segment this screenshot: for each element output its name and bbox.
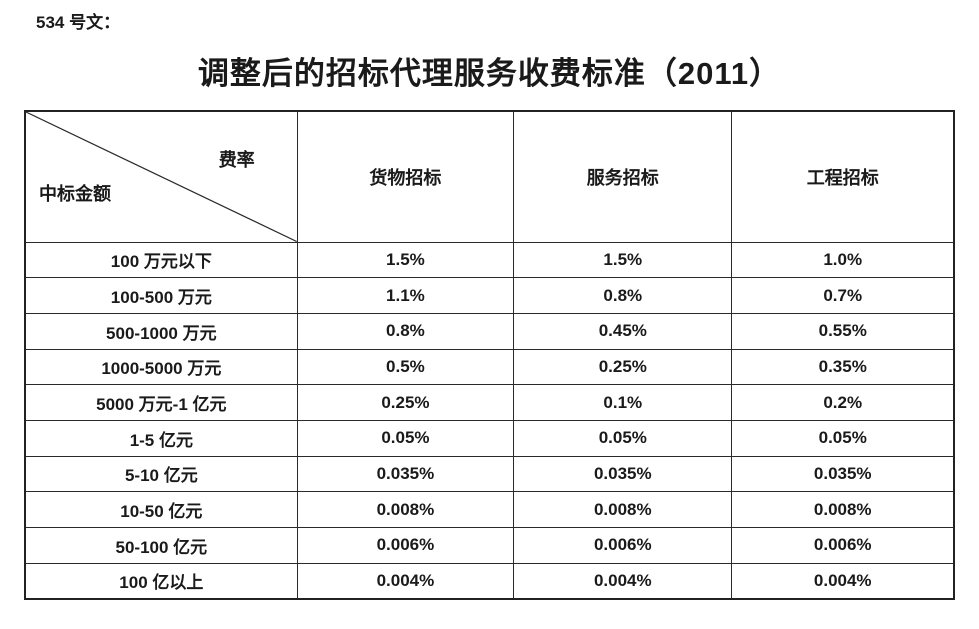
column-header-services: 服务招标 [513, 110, 733, 243]
table-row: 100 亿以上 0.004% 0.004% 0.004% [24, 562, 955, 600]
header-row: 费率 中标金额 货物招标 服务招标 工程招标 [24, 110, 955, 243]
rate-cell-engineering: 0.004% [731, 562, 955, 600]
table-row: 1-5 亿元 0.05% 0.05% 0.05% [24, 419, 955, 457]
rate-cell-goods: 0.8% [296, 312, 515, 350]
rate-cell-engineering: 1.0% [731, 241, 955, 279]
rate-cell-goods: 0.25% [296, 384, 515, 421]
rate-cell-goods: 1.5% [296, 241, 515, 279]
corner-cell: 费率 中标金额 [24, 110, 298, 243]
column-header-engineering: 工程招标 [731, 110, 955, 243]
corner-label-rate: 费率 [218, 150, 255, 170]
corner-label-amount: 中标金额 [39, 184, 111, 204]
fee-table-container: 费率 中标金额 货物招标 服务招标 工程招标 100 万元以下 1.5% 1.5… [24, 110, 955, 600]
table-row: 500-1000 万元 0.8% 0.45% 0.55% [24, 312, 955, 350]
rate-cell-goods: 1.1% [296, 277, 515, 314]
rate-cell-services: 0.45% [513, 312, 733, 350]
table-row: 10-50 亿元 0.008% 0.008% 0.008% [24, 491, 955, 528]
rate-cell-goods: 0.004% [296, 562, 515, 600]
row-label: 500-1000 万元 [24, 312, 298, 350]
table-row: 1000-5000 万元 0.5% 0.25% 0.35% [24, 348, 955, 386]
row-label: 5-10 亿元 [24, 455, 298, 493]
fee-table: 费率 中标金额 货物招标 服务招标 工程招标 100 万元以下 1.5% 1.5… [24, 110, 955, 600]
rate-cell-goods: 0.006% [296, 527, 515, 564]
rate-cell-services: 0.1% [513, 384, 733, 421]
rate-cell-services: 0.004% [513, 562, 733, 600]
page-title: 调整后的招标代理服务收费标准（2011） [197, 56, 782, 91]
table-row: 5-10 亿元 0.035% 0.035% 0.035% [24, 455, 955, 493]
rate-cell-engineering: 0.006% [731, 527, 955, 564]
rate-cell-services: 0.25% [513, 348, 733, 386]
rate-cell-goods: 0.05% [296, 419, 515, 457]
row-label: 5000 万元-1 亿元 [24, 384, 298, 421]
rate-cell-services: 0.008% [513, 491, 733, 528]
rate-cell-engineering: 0.035% [731, 455, 955, 493]
rate-cell-services: 0.05% [513, 419, 733, 457]
rate-cell-engineering: 0.55% [731, 312, 955, 350]
rate-cell-goods: 0.5% [296, 348, 515, 386]
rate-cell-services: 1.5% [513, 241, 733, 279]
row-label: 100 万元以下 [24, 241, 298, 279]
rate-cell-goods: 0.035% [296, 455, 515, 493]
row-label: 100-500 万元 [24, 277, 298, 314]
table-row: 50-100 亿元 0.006% 0.006% 0.006% [24, 527, 955, 564]
column-header-goods: 货物招标 [296, 110, 515, 243]
rate-cell-engineering: 0.35% [731, 348, 955, 386]
row-label: 1000-5000 万元 [24, 348, 298, 386]
table-row: 100-500 万元 1.1% 0.8% 0.7% [24, 277, 955, 314]
rate-cell-engineering: 0.008% [731, 491, 955, 528]
row-label: 10-50 亿元 [24, 491, 298, 528]
rate-cell-services: 0.006% [513, 527, 733, 564]
row-label: 100 亿以上 [24, 562, 298, 600]
row-label: 1-5 亿元 [24, 419, 298, 457]
rate-cell-goods: 0.008% [296, 491, 515, 528]
rate-cell-services: 0.035% [513, 455, 733, 493]
rate-cell-engineering: 0.2% [731, 384, 955, 421]
doc-number: 534 号文： [36, 13, 121, 32]
table-row: 5000 万元-1 亿元 0.25% 0.1% 0.2% [24, 384, 955, 421]
table-row: 100 万元以下 1.5% 1.5% 1.0% [24, 241, 955, 279]
rate-cell-services: 0.8% [513, 277, 733, 314]
diagonal-line [26, 112, 297, 242]
rate-cell-engineering: 0.05% [731, 419, 955, 457]
rate-cell-engineering: 0.7% [731, 277, 955, 314]
row-label: 50-100 亿元 [24, 527, 298, 564]
